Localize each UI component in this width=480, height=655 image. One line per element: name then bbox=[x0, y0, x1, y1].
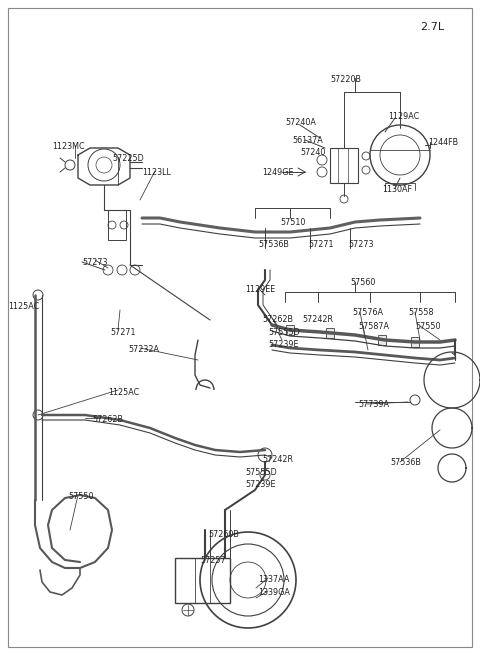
Text: 1130AF: 1130AF bbox=[382, 185, 412, 194]
Text: 57240A: 57240A bbox=[285, 118, 316, 127]
Bar bbox=[108, 210, 126, 240]
Text: 57550: 57550 bbox=[415, 322, 441, 331]
Text: 57739A: 57739A bbox=[358, 400, 389, 409]
Text: 57220B: 57220B bbox=[330, 75, 361, 84]
Text: 57242R: 57242R bbox=[262, 455, 293, 464]
Text: 1337AA: 1337AA bbox=[258, 575, 289, 584]
Text: 57576A: 57576A bbox=[352, 308, 383, 317]
Text: 57232A: 57232A bbox=[128, 345, 159, 354]
Text: 57555D: 57555D bbox=[245, 468, 277, 477]
Text: 57510: 57510 bbox=[280, 218, 305, 227]
Text: 57555D: 57555D bbox=[268, 328, 300, 337]
Bar bbox=[326, 328, 334, 338]
Text: 56137A: 56137A bbox=[292, 136, 323, 145]
Text: 1249GE: 1249GE bbox=[262, 168, 293, 177]
Text: 57239E: 57239E bbox=[268, 340, 299, 349]
Text: 1129AC: 1129AC bbox=[388, 112, 419, 121]
Bar bbox=[378, 335, 386, 345]
Text: 57550: 57550 bbox=[68, 492, 94, 501]
Text: 1125AC: 1125AC bbox=[8, 302, 39, 311]
Text: 1129EE: 1129EE bbox=[245, 285, 275, 294]
Bar bbox=[330, 148, 358, 183]
Text: 1123LL: 1123LL bbox=[142, 168, 171, 177]
Bar bbox=[411, 337, 419, 347]
Text: 57239E: 57239E bbox=[245, 480, 276, 489]
Text: 57273: 57273 bbox=[82, 258, 108, 267]
Text: 57271: 57271 bbox=[110, 328, 135, 337]
Text: 57260B: 57260B bbox=[208, 530, 239, 539]
Text: 57240: 57240 bbox=[300, 148, 325, 157]
Text: 57560: 57560 bbox=[350, 278, 375, 287]
Text: 1339GA: 1339GA bbox=[258, 588, 290, 597]
Text: 57257: 57257 bbox=[200, 556, 226, 565]
Bar bbox=[286, 325, 294, 335]
Text: 57225D: 57225D bbox=[112, 154, 144, 163]
Text: 1125AC: 1125AC bbox=[108, 388, 139, 397]
Text: 57587A: 57587A bbox=[358, 322, 389, 331]
Text: 57262B: 57262B bbox=[262, 315, 293, 324]
Text: 57558: 57558 bbox=[408, 308, 433, 317]
Text: 57273: 57273 bbox=[348, 240, 373, 249]
Text: 2.7L: 2.7L bbox=[420, 22, 444, 32]
Text: 1123MC: 1123MC bbox=[52, 142, 84, 151]
Text: 57536B: 57536B bbox=[258, 240, 289, 249]
Text: 57262B: 57262B bbox=[92, 415, 123, 424]
Text: 57271: 57271 bbox=[308, 240, 334, 249]
Bar bbox=[175, 558, 230, 603]
Text: 1244FB: 1244FB bbox=[428, 138, 458, 147]
Text: 57536B: 57536B bbox=[390, 458, 421, 467]
Text: 57242R: 57242R bbox=[302, 315, 333, 324]
